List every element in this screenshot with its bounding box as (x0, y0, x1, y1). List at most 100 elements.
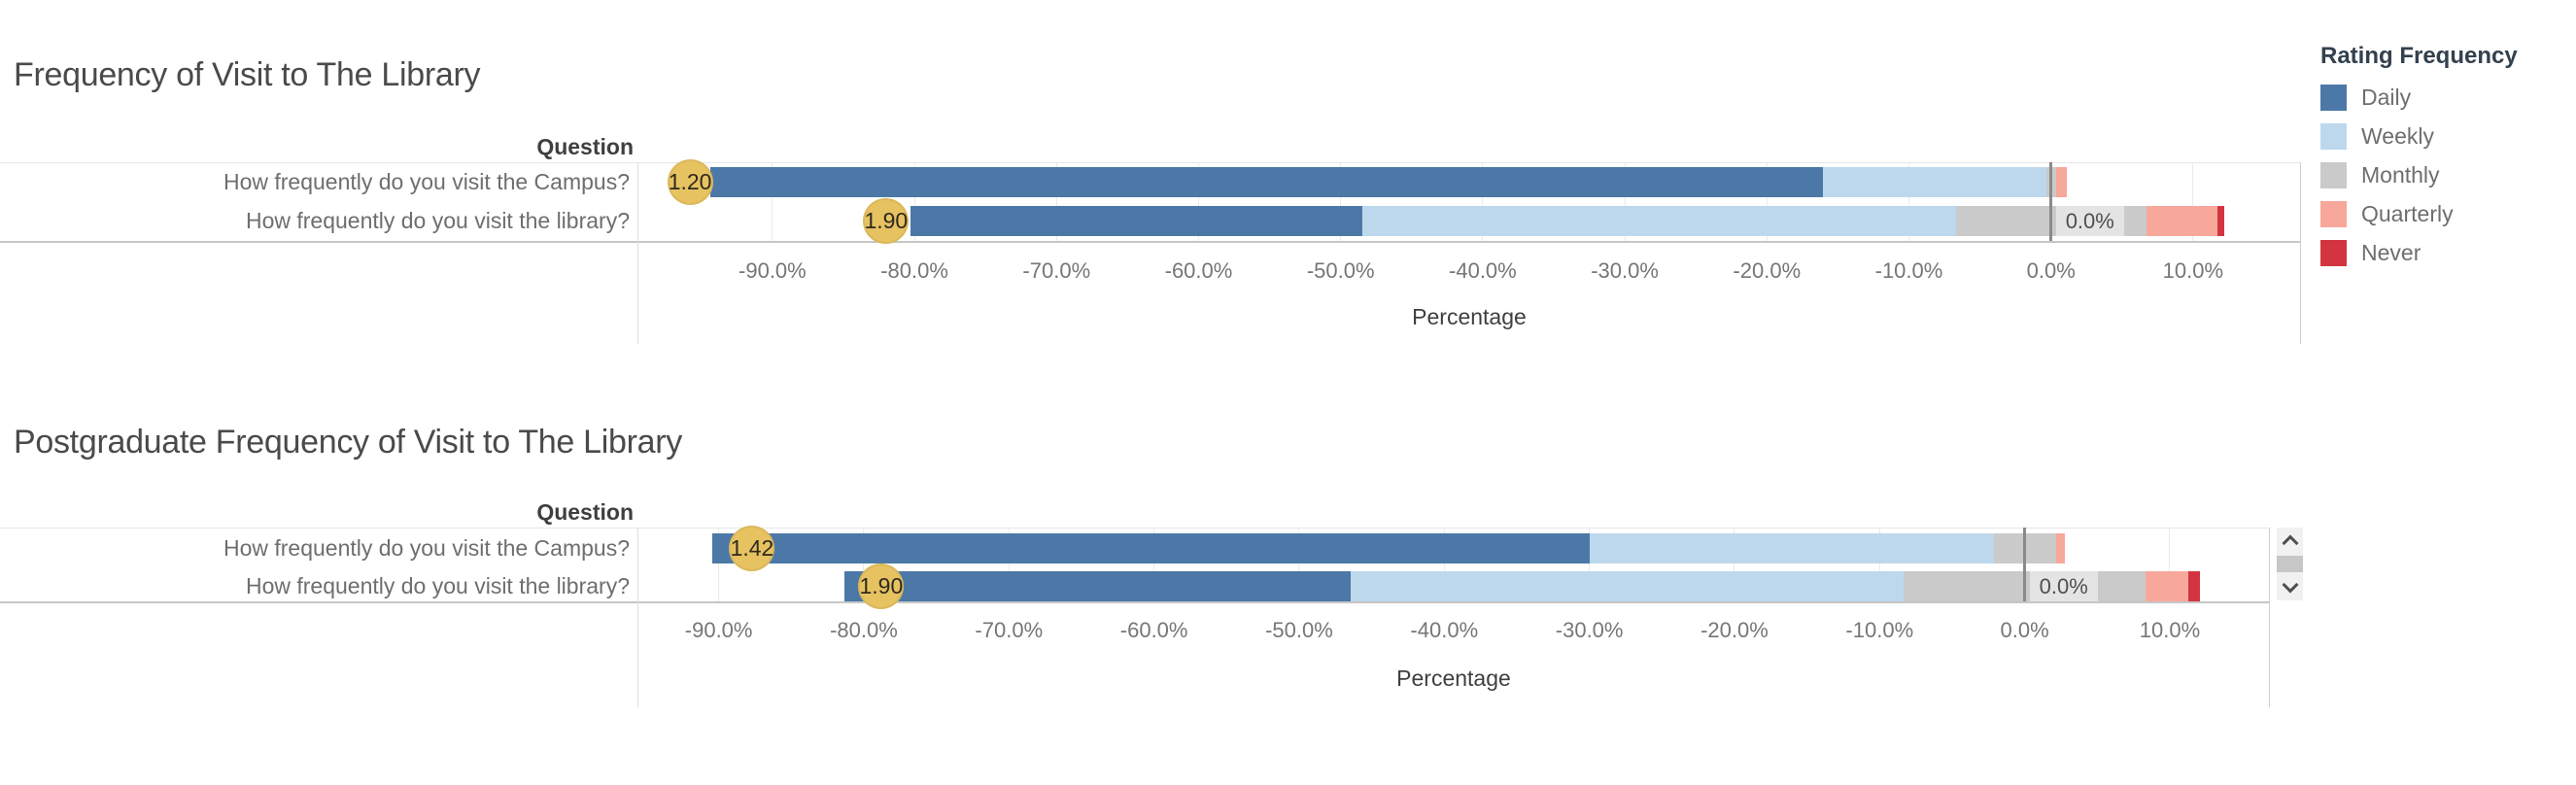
bar-segment-daily[interactable] (711, 533, 1591, 563)
gridline (1766, 162, 1768, 241)
gridline (863, 528, 865, 601)
chart1-axis-title: Percentage (1412, 304, 1527, 329)
legend-item-weekly[interactable]: Weekly (2320, 123, 2563, 150)
legend-swatch-icon (2320, 201, 2347, 227)
bar-segment-weekly[interactable] (1350, 571, 1904, 601)
bar-segment-daily[interactable] (710, 167, 1824, 197)
x-tick-label: -60.0% (1119, 618, 1188, 642)
x-tick-label: -30.0% (1555, 618, 1624, 642)
x-tick-label: -20.0% (1700, 618, 1769, 642)
legend-swatch-icon (2320, 240, 2347, 266)
legend-swatch-icon (2320, 123, 2347, 150)
x-tick-label: 10.0% (2139, 618, 2201, 642)
x-tick-label: -50.0% (1265, 618, 1333, 642)
gridline (718, 528, 720, 601)
gridline (1907, 162, 1909, 241)
zero-axis-line (2023, 528, 2027, 601)
x-tick-label: -20.0% (1733, 258, 1802, 283)
legend-item-monthly[interactable]: Monthly (2320, 162, 2563, 188)
bar-segment-quarterly[interactable] (2146, 206, 2217, 236)
gridline (772, 162, 773, 241)
question-row-label[interactable]: How frequently do you visit the library? (245, 572, 630, 598)
bar-segment-daily[interactable] (843, 571, 1351, 601)
x-tick-label: 0.0% (2000, 618, 2049, 642)
x-tick-label: 0.0% (2026, 258, 2076, 283)
gridline (1008, 528, 1010, 601)
x-tick-label: -40.0% (1410, 618, 1479, 642)
bar-segment-daily[interactable] (910, 206, 1362, 236)
chart1-pane-top-border (0, 162, 2301, 163)
gridline (1298, 528, 1300, 601)
bar-segment-quarterly[interactable] (2055, 167, 2068, 197)
chart1-right-border (2300, 162, 2301, 344)
gridline (1340, 162, 1342, 241)
legend-item-never[interactable]: Never (2320, 240, 2563, 266)
gridline (1734, 528, 1735, 601)
x-tick-label: -10.0% (1874, 258, 1943, 283)
chart2-question-header: Question (536, 499, 634, 525)
legend-item-daily[interactable]: Daily (2320, 85, 2563, 111)
mean-badge[interactable]: 1.90 (863, 198, 910, 244)
bar-label: 0.0% (2055, 206, 2124, 236)
bar-segment-never[interactable] (2187, 571, 2200, 601)
gridline (1197, 162, 1199, 241)
x-tick-label: -80.0% (830, 618, 898, 642)
gridline (1443, 528, 1445, 601)
gridline (1153, 528, 1155, 601)
mean-badge[interactable]: 1.20 (667, 159, 713, 205)
x-tick-label: -30.0% (1591, 258, 1659, 283)
legend-swatch-icon (2320, 85, 2347, 111)
x-tick-label: -90.0% (684, 618, 753, 642)
bar-segment-weekly[interactable] (1590, 533, 1994, 563)
x-tick-label: -60.0% (1164, 258, 1233, 283)
bar-segment-never[interactable] (2216, 206, 2225, 236)
x-tick-label: -50.0% (1306, 258, 1375, 283)
bar-segment-quarterly[interactable] (2146, 571, 2188, 601)
question-row-label[interactable]: How frequently do you visit the Campus? (223, 168, 630, 194)
chart2-axis-line (0, 601, 2270, 603)
legend-item-label: Daily (2361, 85, 2412, 110)
zero-axis-line (2049, 162, 2053, 241)
x-tick-label: -90.0% (738, 258, 807, 283)
x-tick-label: -70.0% (975, 618, 1044, 642)
gridline (1624, 162, 1626, 241)
legend-item-label: Weekly (2361, 123, 2434, 149)
scroll-up-icon[interactable] (2282, 534, 2299, 552)
question-row-label[interactable]: How frequently do you visit the library? (245, 207, 630, 233)
question-row-label[interactable]: How frequently do you visit the Campus? (223, 534, 630, 561)
chart1-question-header: Question (536, 134, 634, 159)
scroll-thumb[interactable] (2277, 556, 2303, 572)
chart2-pane-top-border (0, 528, 2270, 529)
gridline (2169, 528, 2171, 601)
gridline (1589, 528, 1591, 601)
chart2-title: Postgraduate Frequency of Visit to The L… (14, 424, 682, 461)
legend-item-label: Monthly (2361, 162, 2440, 188)
legend-item-quarterly[interactable]: Quarterly (2320, 201, 2563, 227)
gridline (913, 162, 915, 241)
x-tick-label: -80.0% (880, 258, 948, 283)
chart2-axis-title: Percentage (1396, 666, 1511, 691)
legend-title: Rating Frequency (2320, 43, 2518, 69)
gridline (2192, 162, 2194, 241)
legend-items: Daily Weekly Monthly Quarterly Never (2320, 85, 2563, 266)
chart1-title: Frequency of Visit to The Library (14, 56, 481, 93)
mean-badge[interactable]: 1.42 (729, 526, 775, 571)
chart1-left-divider (637, 162, 638, 344)
x-tick-label: 10.0% (2162, 258, 2224, 283)
legend-item-label: Quarterly (2361, 201, 2454, 226)
bar-segment-quarterly[interactable] (2055, 533, 2065, 563)
bar-segment-weekly[interactable] (1823, 167, 2046, 197)
chart1-axis-line (0, 241, 2301, 243)
legend-swatch-icon (2320, 162, 2347, 188)
x-tick-label: -40.0% (1449, 258, 1517, 283)
scroll-down-icon[interactable] (2282, 576, 2299, 594)
gridline (1482, 162, 1484, 241)
gridline (1878, 528, 1880, 601)
x-tick-label: -10.0% (1845, 618, 1914, 642)
scrollbar[interactable] (2277, 528, 2303, 600)
mean-badge[interactable]: 1.90 (858, 563, 905, 609)
x-tick-label: -70.0% (1022, 258, 1091, 283)
gridline (1055, 162, 1057, 241)
bar-segment-weekly[interactable] (1361, 206, 1956, 236)
